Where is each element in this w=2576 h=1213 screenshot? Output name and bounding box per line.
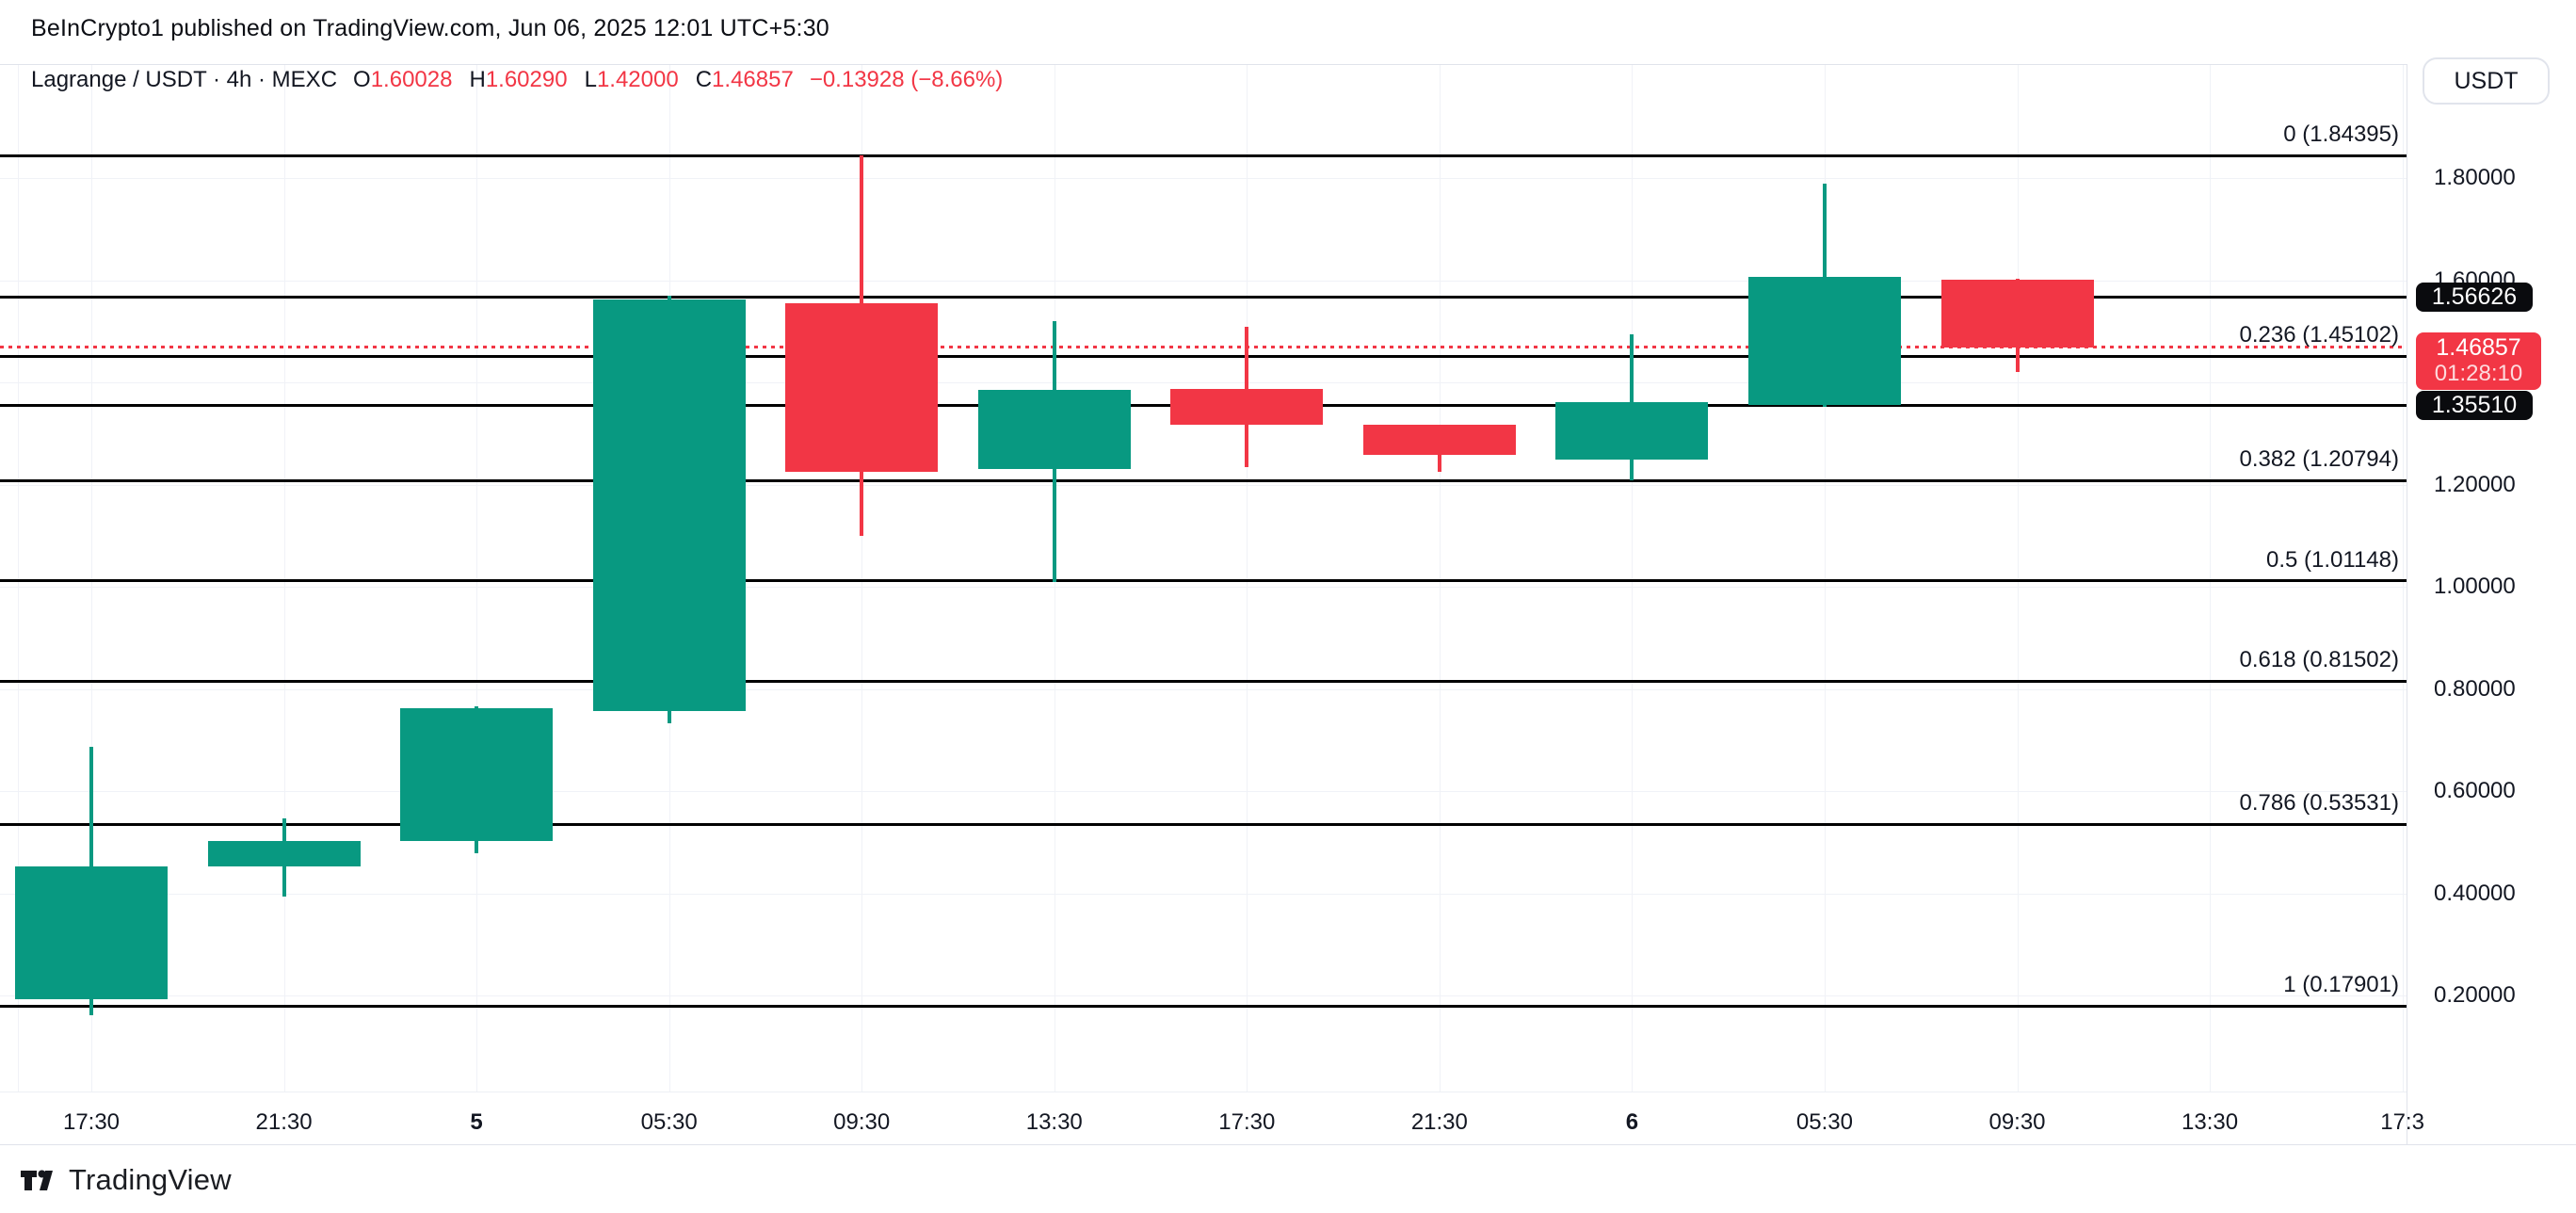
chart-top-border <box>0 64 2407 65</box>
ohlc-pair-c: C 1.46857 <box>695 67 794 92</box>
ohlc-pair-l: L 1.42000 <box>584 67 679 92</box>
time-axis-label: 17:3 <box>2380 1109 2424 1135</box>
vertical-gridline <box>283 64 285 1092</box>
time-axis-label: 6 <box>1625 1109 1639 1135</box>
time-axis-label: 21:30 <box>255 1109 313 1135</box>
horizontal-gridline <box>0 995 2407 996</box>
vertical-gridline <box>2017 64 2019 1092</box>
fib-level-label: 0.786 (0.53531) <box>2239 790 2399 817</box>
ohlc-pair-o: O 1.60028 <box>353 67 453 92</box>
candle-body <box>207 841 361 866</box>
price-tick-label: 0.20000 <box>2434 982 2516 1008</box>
time-axis-label: 13:30 <box>1025 1109 1083 1135</box>
candle-body <box>977 390 1131 469</box>
vertical-gridline <box>91 64 92 1092</box>
last-price-line <box>0 346 2407 349</box>
horizontal-gridline <box>0 484 2407 486</box>
time-axis-label: 05:30 <box>1795 1109 1853 1135</box>
horizontal-gridline <box>0 587 2407 588</box>
change-value: −0.13928 (−8.66%) <box>809 67 1004 92</box>
tradingview-attribution-link[interactable]: TradingView <box>21 1162 232 1198</box>
horizontal-gridline <box>0 688 2407 690</box>
vertical-gridline <box>1247 64 1248 1092</box>
horizontal-gridline <box>0 280 2407 282</box>
vertical-gridline <box>1632 64 1634 1092</box>
fib-level-line <box>0 822 2407 826</box>
symbol-title: Lagrange / USDT · 4h · MEXC <box>31 67 338 92</box>
time-axis-label: 21:30 <box>1410 1109 1468 1135</box>
time-axis-label: 09:30 <box>833 1109 891 1135</box>
price-tick-label: 0.80000 <box>2434 675 2516 702</box>
time-axis-label: 09:30 <box>1988 1109 2046 1135</box>
tradingview-brand-text: TradingView <box>69 1163 232 1196</box>
published-by-header: BeInCrypto1 published on TradingView.com… <box>31 15 829 41</box>
time-axis-label: 05:30 <box>640 1109 698 1135</box>
price-level-badge: 1.56626 <box>2416 283 2533 313</box>
ohlc-values: O 1.60028 H 1.60290 L 1.42000 C 1.46857 <box>353 67 794 93</box>
fib-level-line <box>0 478 2407 482</box>
horizontal-gridline <box>0 178 2407 179</box>
price-level-line <box>0 296 2407 299</box>
last-price-badge: 1.46857 01:28:10 <box>2416 332 2541 390</box>
candle-body <box>1747 276 1901 406</box>
time-axis-label: 17:30 <box>1218 1109 1276 1135</box>
symbol-ohlc-legend: Lagrange / USDT · 4h · MEXC O 1.60028 H 1.6… <box>31 66 1003 94</box>
candle-body <box>1940 280 2094 348</box>
time-axis-label: 17:30 <box>62 1109 121 1135</box>
time-axis-label: 13:30 <box>2182 1109 2239 1135</box>
last-price-value: 1.46857 <box>2436 334 2521 362</box>
vertical-gridline <box>2210 64 2212 1092</box>
fib-level-label: 1 (0.17901) <box>2283 972 2399 998</box>
price-tick-label: 1.80000 <box>2434 165 2516 190</box>
candle-body <box>15 865 168 999</box>
horizontal-gridline <box>0 382 2407 383</box>
horizontal-gridline <box>0 791 2407 792</box>
candle-body <box>592 299 746 711</box>
vertical-gridline <box>1439 64 1441 1092</box>
fib-level-label: 0.618 (0.81502) <box>2239 647 2399 673</box>
price-tick-label: 1.00000 <box>2434 574 2516 599</box>
fib-level-line <box>0 579 2407 583</box>
fib-level-label: 0.236 (1.45102) <box>2239 322 2399 348</box>
fib-level-line <box>0 154 2407 157</box>
fib-level-label: 0.5 (1.01148) <box>2266 546 2399 573</box>
vertical-gridline <box>18 64 19 1092</box>
price-tick-label: 1.20000 <box>2434 471 2516 497</box>
vertical-gridline <box>861 64 863 1092</box>
price-level-badge: 1.35510 <box>2416 390 2533 420</box>
time-axis-bottom-border <box>0 1144 2576 1145</box>
tradingview-logo-icon <box>21 1170 58 1191</box>
candle-body <box>1170 389 1324 426</box>
fib-level-line <box>0 354 2407 358</box>
fib-level-line <box>0 679 2407 683</box>
vertical-gridline <box>476 64 478 1092</box>
candle-body <box>1362 425 1516 456</box>
bar-countdown: 01:28:10 <box>2434 361 2523 387</box>
vertical-gridline <box>1824 64 1826 1092</box>
candle-body <box>785 302 939 472</box>
price-tick-label: 0.40000 <box>2434 880 2516 906</box>
price-chart-plot[interactable] <box>0 64 2407 1092</box>
candle-body <box>400 708 554 842</box>
time-axis-label: 5 <box>470 1109 483 1135</box>
fib-level-line <box>0 1004 2407 1008</box>
fib-level-label: 0 (1.84395) <box>2283 121 2399 148</box>
fib-level-label: 0.382 (1.20794) <box>2239 446 2399 473</box>
vertical-gridline <box>2402 64 2404 1092</box>
price-tick-label: 0.60000 <box>2434 778 2516 803</box>
horizontal-gridline <box>0 893 2407 895</box>
candle-body <box>1555 402 1709 460</box>
currency-toggle-button[interactable]: USDT <box>2423 57 2550 105</box>
ohlc-pair-h: H 1.60290 <box>469 67 568 92</box>
